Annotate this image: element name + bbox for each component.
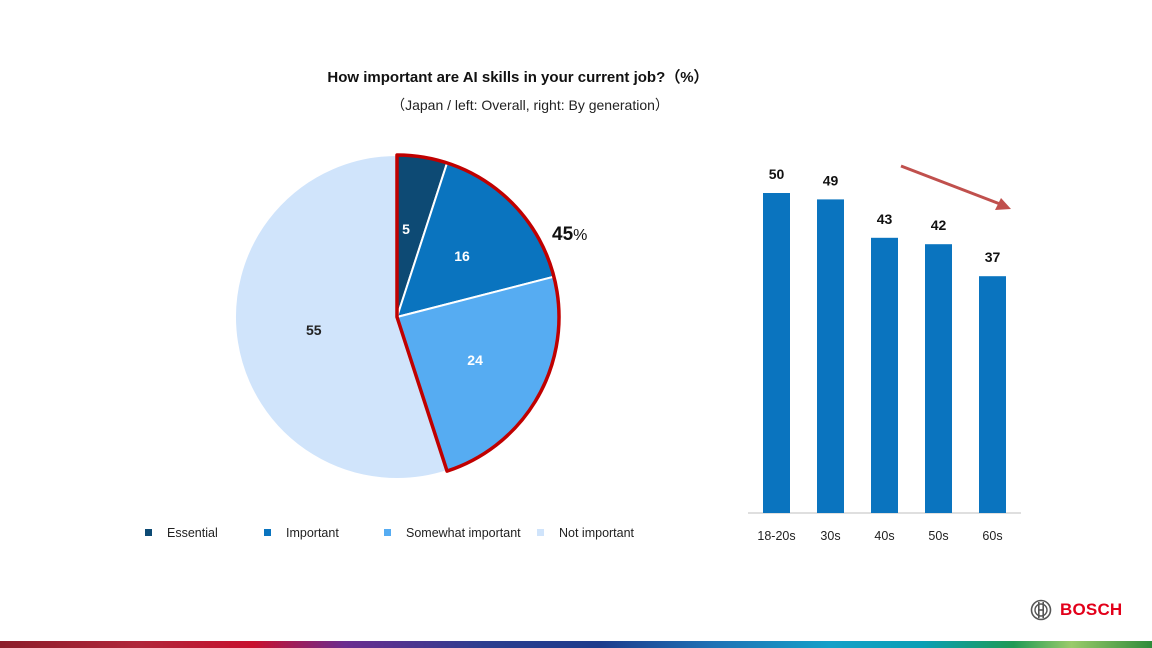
trend-arrow-head — [995, 198, 1011, 210]
bosch-logo: BOSCH — [1030, 599, 1122, 621]
bar-tick-40s: 40s — [874, 529, 894, 543]
pie-highlight-outline — [395, 153, 561, 473]
bar-50s — [925, 244, 952, 513]
trend-arrow-line — [900, 164, 1001, 206]
legend-swatch-not-important — [537, 529, 544, 536]
bar-tick-60s: 60s — [982, 529, 1002, 543]
pie-slice-not-important — [233, 153, 449, 480]
bar-18-20s — [763, 193, 790, 513]
bar-tick-18-20s: 18-20s — [757, 529, 795, 543]
pie-label-important: 16 — [454, 248, 470, 264]
chart-subtitle: （Japan / left: Overall, right: By genera… — [391, 97, 669, 113]
chart-title: How important are AI skills in your curr… — [327, 69, 709, 86]
bosch-armature-icon — [1030, 599, 1052, 621]
bar-value-50s: 42 — [931, 217, 947, 233]
bosch-wordmark: BOSCH — [1060, 600, 1123, 619]
legend-label-not-important: Not important — [559, 526, 635, 540]
bar-value-60s: 37 — [985, 249, 1001, 265]
pie-label-somewhat-important: 24 — [467, 352, 483, 368]
legend-label-important: Important — [286, 526, 339, 540]
legend-label-essential: Essential — [167, 526, 218, 540]
bar-value-30s: 49 — [823, 172, 839, 188]
bar-60s — [979, 276, 1006, 513]
pie-annotation-total: 45% — [552, 224, 587, 245]
pie-label-essential: 5 — [402, 221, 410, 237]
bar-value-18-20s: 50 — [769, 166, 785, 182]
brand-color-stripe — [0, 641, 1152, 648]
legend-label-somewhat-important: Somewhat important — [406, 526, 521, 540]
legend-swatch-important — [264, 529, 271, 536]
bar-30s — [817, 199, 844, 513]
bar-40s — [871, 237, 898, 514]
legend-swatch-somewhat-important — [384, 529, 391, 536]
legend-swatch-essential — [145, 529, 152, 536]
bar-tick-50s: 50s — [928, 529, 948, 543]
bar-tick-30s: 30s — [820, 529, 840, 543]
bar-value-40s: 43 — [877, 211, 893, 227]
pie-label-not-important: 55 — [306, 322, 322, 338]
